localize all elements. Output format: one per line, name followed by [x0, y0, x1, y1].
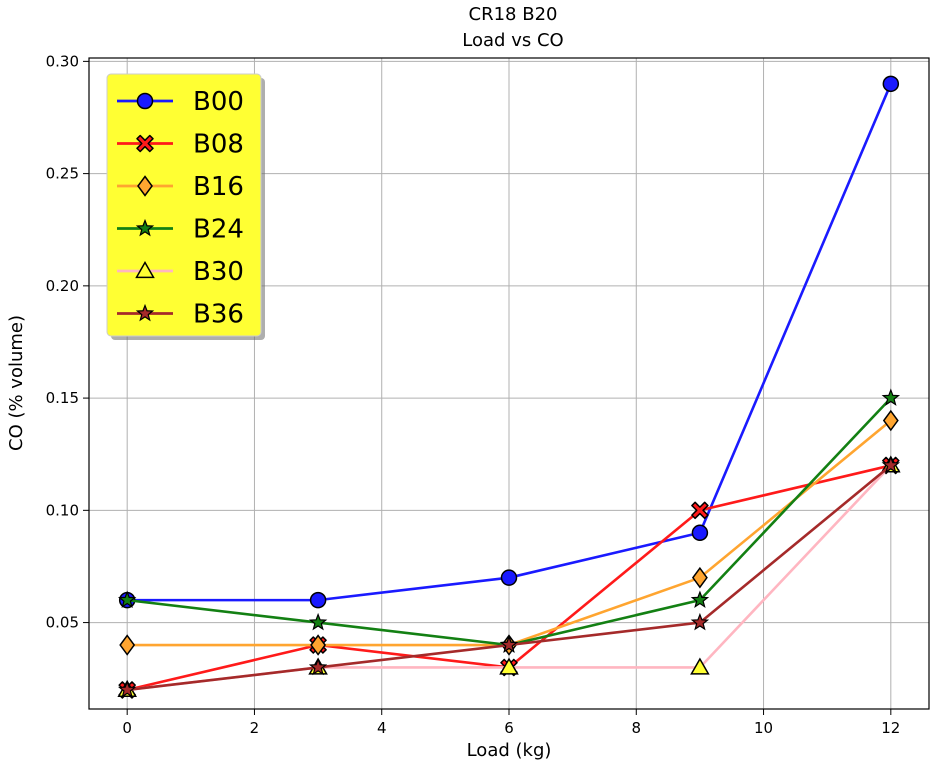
legend-entry-b30: B30	[117, 257, 244, 287]
x-tick-label: 10	[754, 719, 773, 737]
series-layer	[117, 75, 901, 699]
data-point	[499, 635, 519, 653]
legend-marker	[136, 134, 154, 153]
legend: B00 B08 B16 B24 B30 B36	[106, 73, 265, 340]
data-point	[119, 634, 136, 656]
y-tick-label: 0.05	[46, 614, 79, 632]
legend-marker	[137, 175, 153, 197]
legend-label: B36	[193, 300, 244, 330]
data-point	[117, 590, 137, 608]
x-tick-label: 8	[631, 719, 641, 737]
legend-marker	[135, 303, 155, 322]
data-point	[882, 409, 899, 432]
x-tick-label: 2	[250, 719, 260, 737]
legend-marker	[135, 260, 155, 279]
data-point	[690, 590, 710, 608]
data-point	[117, 680, 137, 698]
x-tick-label: 0	[122, 719, 132, 737]
series-b36	[117, 455, 901, 698]
legend-label: B24	[193, 215, 244, 245]
data-point	[690, 657, 710, 675]
data-point	[309, 591, 327, 609]
x-tick-label: 6	[504, 719, 514, 737]
legend-label: B16	[193, 172, 244, 202]
ticks: 0 2 4 6 8 10 12 0.05 0.10 0.15 0.20 0.25 0.30	[46, 52, 901, 737]
y-tick-label: 0.25	[46, 165, 79, 183]
legend-label: B00	[193, 87, 244, 117]
legend-entry-b36: B36	[117, 300, 244, 330]
data-point	[310, 634, 327, 656]
legend-marker	[136, 92, 154, 110]
y-tick-label: 0.20	[46, 277, 79, 295]
data-point	[499, 657, 519, 675]
data-point	[308, 657, 328, 676]
y-tick-label: 0.10	[46, 501, 79, 519]
data-point	[882, 75, 900, 93]
legend-entry-b24: B24	[117, 215, 244, 245]
x-tick-label: 4	[377, 719, 387, 737]
data-point	[691, 566, 708, 589]
data-point	[500, 569, 518, 586]
legend-label: B30	[193, 257, 244, 287]
legend-entry-b00: B00	[117, 87, 244, 117]
series-b00	[118, 75, 900, 609]
y-tick-label: 0.15	[46, 389, 79, 407]
data-point	[881, 388, 901, 406]
y-tick-label: 0.30	[46, 52, 79, 70]
legend-marker	[135, 218, 155, 237]
legend-entry-b16: B16	[117, 172, 244, 202]
data-point	[308, 612, 328, 631]
x-tick-label: 12	[881, 719, 900, 737]
y-axis-label: CO (% volume)	[6, 315, 27, 451]
legend-entry-b08: B08	[117, 130, 244, 160]
chart-subtitle: Load vs CO	[462, 30, 563, 51]
data-point	[690, 612, 710, 631]
x-axis-label: Load (kg)	[467, 740, 552, 761]
data-point	[691, 501, 709, 520]
data-point	[691, 524, 709, 542]
legend-label: B08	[193, 130, 244, 160]
data-point	[881, 455, 901, 474]
chart-title: CR18 B20	[469, 4, 558, 25]
